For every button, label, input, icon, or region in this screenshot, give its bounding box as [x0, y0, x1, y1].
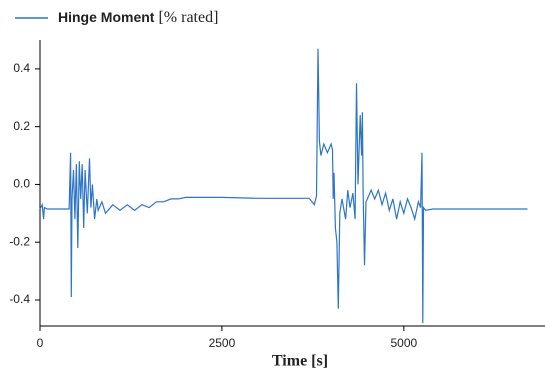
x-tick-label: 5000 [390, 336, 417, 350]
data-line [39, 48, 528, 324]
x-axis-title: Time [s] [272, 353, 328, 370]
y-tick-label: 0.0 [13, 177, 30, 191]
y-tick-label: 0.2 [13, 119, 30, 133]
x-tick-label: 0 [37, 336, 44, 350]
x-tick-label: 2500 [209, 336, 236, 350]
y-tick-label: -0.4 [9, 292, 30, 306]
y-tick-label: -0.2 [9, 234, 30, 248]
legend-unit: [% rated] [158, 9, 218, 26]
legend-series-name: Hinge Moment [58, 9, 155, 25]
legend-label: Hinge Moment [% rated] [58, 9, 218, 26]
y-tick-label: 0.4 [13, 61, 30, 75]
